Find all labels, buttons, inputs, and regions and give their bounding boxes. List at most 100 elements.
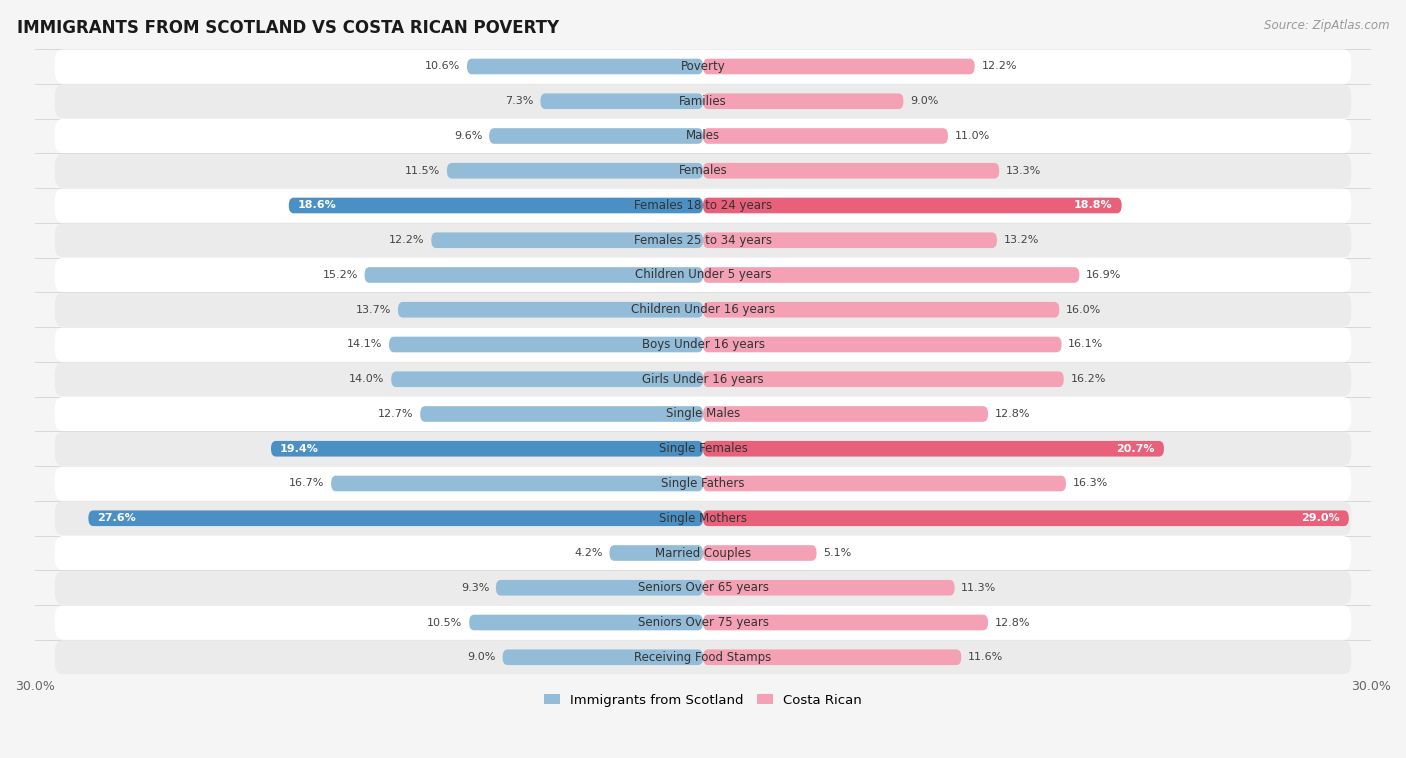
Text: 29.0%: 29.0% [1302, 513, 1340, 523]
FancyBboxPatch shape [470, 615, 703, 631]
Text: Children Under 5 years: Children Under 5 years [634, 268, 772, 281]
Text: Receiving Food Stamps: Receiving Food Stamps [634, 651, 772, 664]
Text: 16.2%: 16.2% [1070, 374, 1105, 384]
FancyBboxPatch shape [703, 337, 1062, 352]
FancyBboxPatch shape [703, 545, 817, 561]
FancyBboxPatch shape [89, 510, 703, 526]
Text: 10.6%: 10.6% [425, 61, 460, 71]
FancyBboxPatch shape [55, 362, 1351, 396]
FancyBboxPatch shape [703, 615, 988, 631]
FancyBboxPatch shape [609, 545, 703, 561]
Text: Source: ZipAtlas.com: Source: ZipAtlas.com [1264, 19, 1389, 32]
FancyBboxPatch shape [703, 580, 955, 596]
Text: 16.1%: 16.1% [1069, 340, 1104, 349]
Text: 13.3%: 13.3% [1005, 166, 1040, 176]
FancyBboxPatch shape [703, 476, 1066, 491]
FancyBboxPatch shape [703, 406, 988, 421]
Text: Children Under 16 years: Children Under 16 years [631, 303, 775, 316]
FancyBboxPatch shape [288, 198, 703, 213]
Text: 9.3%: 9.3% [461, 583, 489, 593]
FancyBboxPatch shape [398, 302, 703, 318]
Text: 11.3%: 11.3% [962, 583, 997, 593]
Text: 16.0%: 16.0% [1066, 305, 1101, 315]
Text: Single Females: Single Females [658, 442, 748, 456]
Text: 16.7%: 16.7% [290, 478, 325, 488]
Text: 9.0%: 9.0% [468, 652, 496, 662]
FancyBboxPatch shape [55, 606, 1351, 640]
Text: 10.5%: 10.5% [427, 618, 463, 628]
FancyBboxPatch shape [330, 476, 703, 491]
FancyBboxPatch shape [703, 163, 1000, 179]
Text: 16.9%: 16.9% [1085, 270, 1122, 280]
FancyBboxPatch shape [55, 571, 1351, 605]
Text: 4.2%: 4.2% [574, 548, 603, 558]
Text: 11.5%: 11.5% [405, 166, 440, 176]
FancyBboxPatch shape [703, 510, 1348, 526]
FancyBboxPatch shape [389, 337, 703, 352]
Text: 15.2%: 15.2% [322, 270, 359, 280]
FancyBboxPatch shape [55, 432, 1351, 465]
FancyBboxPatch shape [432, 233, 703, 248]
Text: 19.4%: 19.4% [280, 443, 319, 454]
Text: Seniors Over 65 years: Seniors Over 65 years [637, 581, 769, 594]
Text: Married Couples: Married Couples [655, 547, 751, 559]
Text: 18.8%: 18.8% [1074, 200, 1112, 211]
Text: 27.6%: 27.6% [97, 513, 136, 523]
FancyBboxPatch shape [55, 293, 1351, 327]
FancyBboxPatch shape [55, 223, 1351, 257]
FancyBboxPatch shape [55, 119, 1351, 153]
Text: 9.0%: 9.0% [910, 96, 938, 106]
Text: 11.0%: 11.0% [955, 131, 990, 141]
Text: 13.7%: 13.7% [356, 305, 391, 315]
Text: 13.2%: 13.2% [1004, 235, 1039, 246]
FancyBboxPatch shape [703, 441, 1164, 456]
FancyBboxPatch shape [703, 233, 997, 248]
Text: 14.0%: 14.0% [349, 374, 385, 384]
Text: Single Fathers: Single Fathers [661, 477, 745, 490]
FancyBboxPatch shape [703, 302, 1059, 318]
FancyBboxPatch shape [55, 84, 1351, 118]
FancyBboxPatch shape [364, 267, 703, 283]
FancyBboxPatch shape [55, 154, 1351, 188]
FancyBboxPatch shape [55, 641, 1351, 675]
Text: 12.8%: 12.8% [994, 618, 1031, 628]
FancyBboxPatch shape [55, 397, 1351, 431]
Text: 16.3%: 16.3% [1073, 478, 1108, 488]
FancyBboxPatch shape [496, 580, 703, 596]
FancyBboxPatch shape [703, 650, 962, 665]
FancyBboxPatch shape [55, 327, 1351, 362]
FancyBboxPatch shape [55, 49, 1351, 83]
FancyBboxPatch shape [271, 441, 703, 456]
Text: 7.3%: 7.3% [505, 96, 534, 106]
Legend: Immigrants from Scotland, Costa Rican: Immigrants from Scotland, Costa Rican [538, 688, 868, 712]
Text: 18.6%: 18.6% [298, 200, 336, 211]
Text: Single Males: Single Males [666, 408, 740, 421]
FancyBboxPatch shape [467, 58, 703, 74]
Text: 5.1%: 5.1% [824, 548, 852, 558]
FancyBboxPatch shape [55, 536, 1351, 570]
Text: Families: Families [679, 95, 727, 108]
Text: Poverty: Poverty [681, 60, 725, 73]
FancyBboxPatch shape [703, 267, 1080, 283]
Text: IMMIGRANTS FROM SCOTLAND VS COSTA RICAN POVERTY: IMMIGRANTS FROM SCOTLAND VS COSTA RICAN … [17, 19, 560, 37]
FancyBboxPatch shape [703, 128, 948, 144]
FancyBboxPatch shape [391, 371, 703, 387]
FancyBboxPatch shape [540, 93, 703, 109]
Text: Boys Under 16 years: Boys Under 16 years [641, 338, 765, 351]
FancyBboxPatch shape [55, 501, 1351, 535]
Text: Females 18 to 24 years: Females 18 to 24 years [634, 199, 772, 212]
Text: Males: Males [686, 130, 720, 143]
FancyBboxPatch shape [703, 198, 1122, 213]
Text: 14.1%: 14.1% [347, 340, 382, 349]
Text: 11.6%: 11.6% [967, 652, 1004, 662]
Text: 9.6%: 9.6% [454, 131, 482, 141]
Text: 12.2%: 12.2% [389, 235, 425, 246]
FancyBboxPatch shape [703, 93, 904, 109]
Text: Seniors Over 75 years: Seniors Over 75 years [637, 616, 769, 629]
FancyBboxPatch shape [447, 163, 703, 179]
FancyBboxPatch shape [703, 58, 974, 74]
FancyBboxPatch shape [55, 466, 1351, 500]
Text: Single Mothers: Single Mothers [659, 512, 747, 525]
Text: Girls Under 16 years: Girls Under 16 years [643, 373, 763, 386]
Text: Females 25 to 34 years: Females 25 to 34 years [634, 233, 772, 247]
